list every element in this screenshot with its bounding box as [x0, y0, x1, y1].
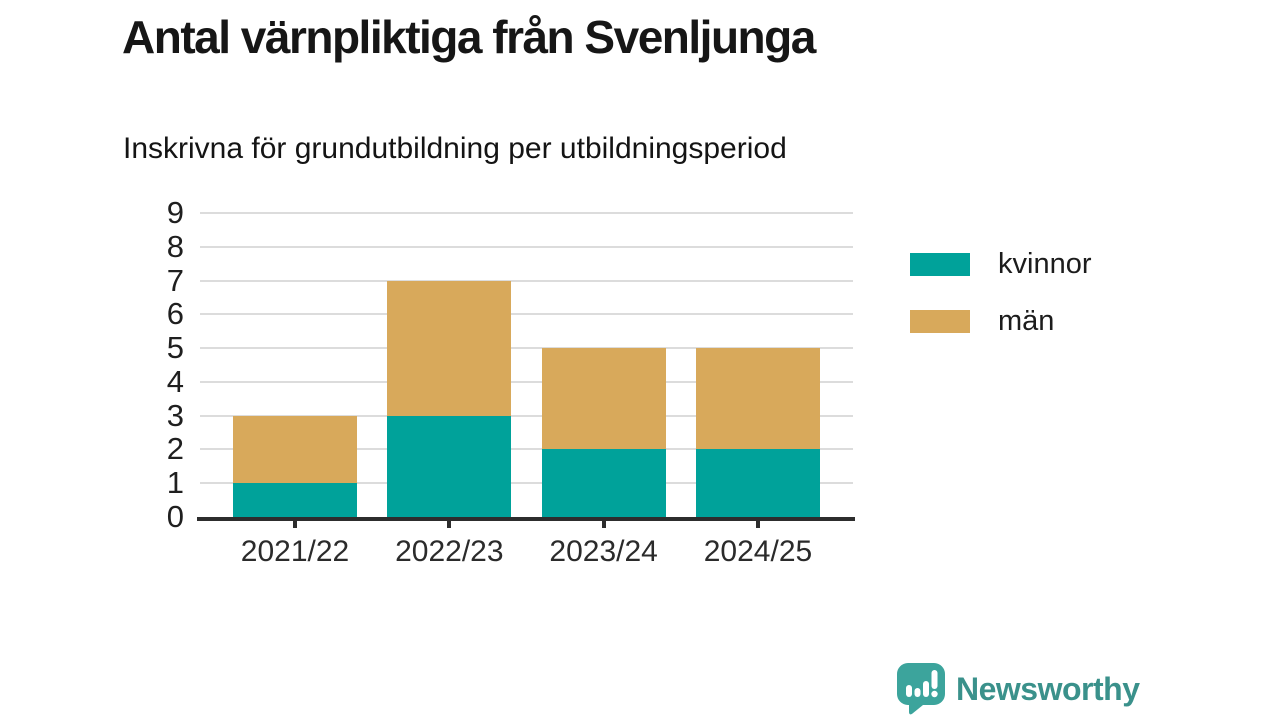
legend-swatch-män — [910, 310, 970, 333]
bar-segment-kvinnor — [233, 483, 357, 517]
bar-2022-23 — [387, 213, 512, 517]
brand-name: Newsworthy — [956, 670, 1140, 707]
x-tick-slot — [696, 518, 820, 528]
x-axis-labels: 2021/22 2022/23 2023/24 2024/25 — [200, 535, 853, 569]
x-tick-slot — [387, 518, 511, 528]
legend-label-kvinnor: kvinnor — [998, 248, 1092, 280]
bar-segment-män — [695, 348, 820, 450]
bars-row — [200, 213, 853, 517]
x-axis-line — [197, 517, 855, 521]
bar-segment-kvinnor — [541, 449, 666, 517]
gridline-y-3 — [200, 414, 853, 417]
x-axis-label-2022-23: 2022/23 — [395, 535, 504, 568]
x-axis-label-2023-24: 2023/24 — [549, 535, 658, 568]
gridline-y-2 — [200, 448, 853, 451]
legend-item-kvinnor: kvinnor — [910, 248, 1092, 281]
legend-swatch-kvinnor — [910, 253, 970, 276]
bar-2021-22 — [233, 213, 357, 517]
gridline-y-8 — [200, 245, 853, 248]
x-axis-label-2024-25: 2024/25 — [703, 535, 813, 568]
bar-segment-kvinnor — [695, 449, 820, 517]
bar-segment-män — [233, 415, 357, 484]
gridline-y-4 — [200, 380, 853, 383]
gridline-y-1 — [200, 482, 853, 485]
bar-2024-25 — [695, 213, 820, 517]
bar-segment-män — [387, 280, 512, 416]
x-axis-label-2021-22: 2021/22 — [240, 535, 350, 568]
speech-bubble-shape — [897, 663, 945, 715]
chart-subtitle: Inskrivna för grundutbildning per utbild… — [123, 132, 787, 165]
chart-legend: kvinnor män — [910, 248, 1092, 362]
chart-title: Antal värnpliktiga från Svenljunga — [122, 11, 816, 63]
x-axis-ticks — [200, 518, 853, 528]
gridline-y-9 — [200, 212, 853, 214]
x-tick-slot — [542, 518, 666, 528]
gridline-y-6 — [200, 313, 853, 316]
legend-label-män: män — [998, 305, 1055, 337]
x-tick-mark — [601, 518, 606, 528]
bar-segment-kvinnor — [387, 415, 512, 517]
x-tick-mark — [447, 518, 452, 528]
gridline-y-5 — [200, 347, 853, 350]
brand-logo: Newsworthy — [896, 662, 1140, 716]
bar-chart-speech-bubble-icon — [897, 663, 945, 715]
x-tick-mark — [293, 518, 297, 528]
x-tick-mark — [755, 518, 760, 528]
legend-item-män: män — [910, 305, 1092, 338]
bar-segment-män — [541, 348, 666, 450]
x-tick-slot — [233, 518, 357, 528]
gridline-y-7 — [200, 279, 853, 282]
bar-2023-24 — [541, 213, 666, 517]
